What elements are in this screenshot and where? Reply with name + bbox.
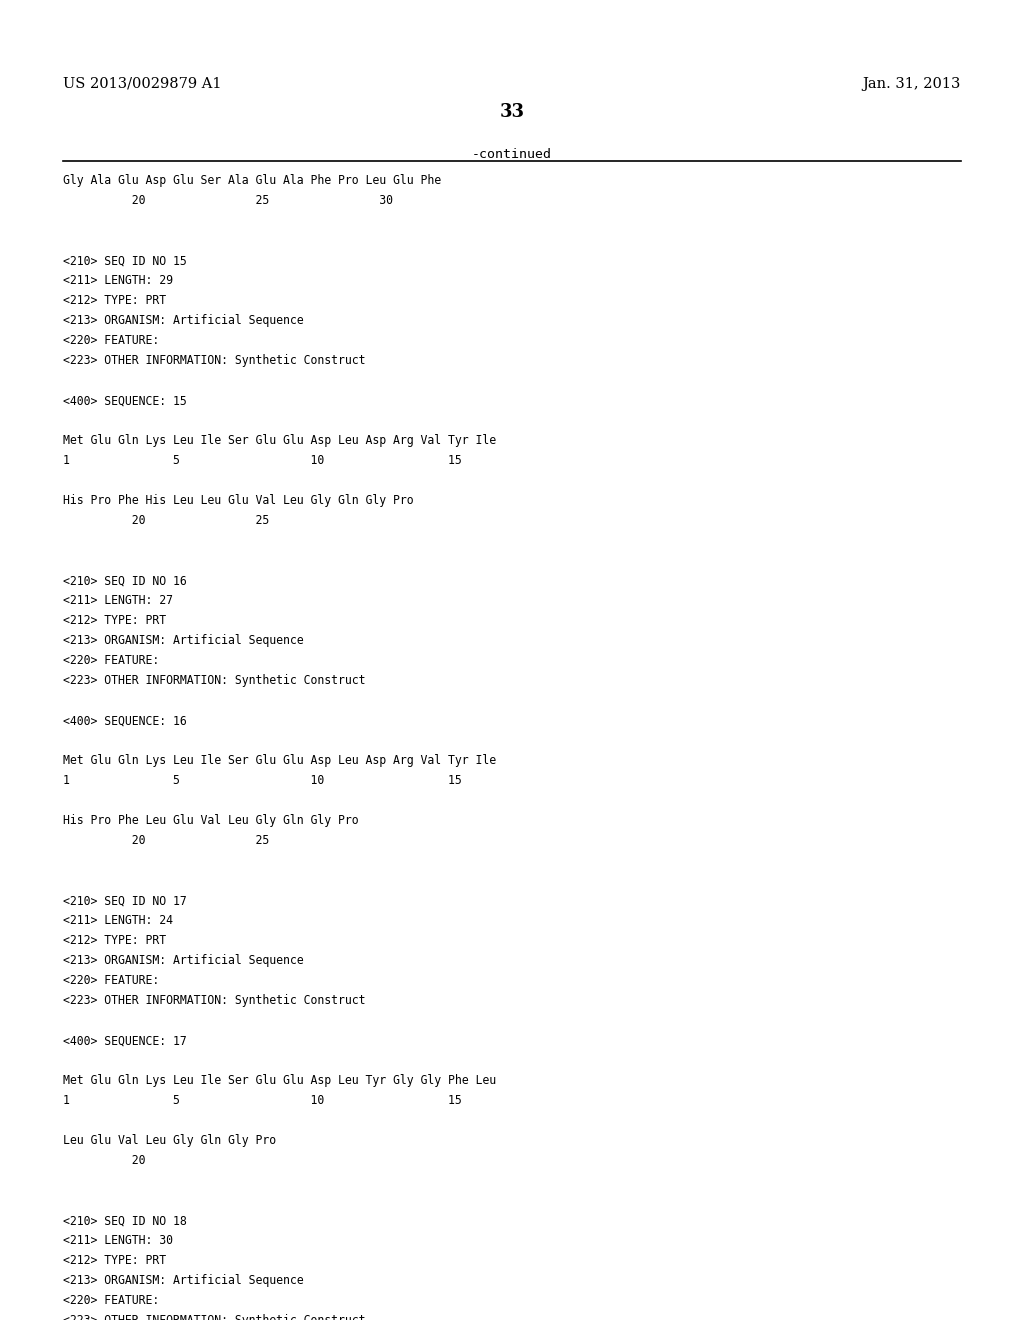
Text: 1               5                   10                  15: 1 5 10 15 [63,454,462,467]
Text: <213> ORGANISM: Artificial Sequence: <213> ORGANISM: Artificial Sequence [63,314,304,327]
Text: <212> TYPE: PRT: <212> TYPE: PRT [63,1254,167,1267]
Text: <212> TYPE: PRT: <212> TYPE: PRT [63,614,167,627]
Text: <210> SEQ ID NO 15: <210> SEQ ID NO 15 [63,255,187,267]
Text: <213> ORGANISM: Artificial Sequence: <213> ORGANISM: Artificial Sequence [63,1274,304,1287]
Text: 1               5                   10                  15: 1 5 10 15 [63,1094,462,1107]
Text: <211> LENGTH: 27: <211> LENGTH: 27 [63,594,173,607]
Text: His Pro Phe His Leu Leu Glu Val Leu Gly Gln Gly Pro: His Pro Phe His Leu Leu Glu Val Leu Gly … [63,494,414,507]
Text: <220> FEATURE:: <220> FEATURE: [63,655,160,667]
Text: <212> TYPE: PRT: <212> TYPE: PRT [63,935,167,948]
Text: <213> ORGANISM: Artificial Sequence: <213> ORGANISM: Artificial Sequence [63,634,304,647]
Text: Gly Ala Glu Asp Glu Ser Ala Glu Ala Phe Pro Leu Glu Phe: Gly Ala Glu Asp Glu Ser Ala Glu Ala Phe … [63,174,441,187]
Text: -continued: -continued [472,148,552,161]
Text: 20: 20 [63,1154,146,1167]
Text: <213> ORGANISM: Artificial Sequence: <213> ORGANISM: Artificial Sequence [63,954,304,968]
Text: <400> SEQUENCE: 17: <400> SEQUENCE: 17 [63,1034,187,1047]
Text: <211> LENGTH: 24: <211> LENGTH: 24 [63,915,173,927]
Text: Leu Glu Val Leu Gly Gln Gly Pro: Leu Glu Val Leu Gly Gln Gly Pro [63,1134,276,1147]
Text: 20                25: 20 25 [63,515,269,527]
Text: <223> OTHER INFORMATION: Synthetic Construct: <223> OTHER INFORMATION: Synthetic Const… [63,994,366,1007]
Text: <210> SEQ ID NO 16: <210> SEQ ID NO 16 [63,574,187,587]
Text: <220> FEATURE:: <220> FEATURE: [63,974,160,987]
Text: <220> FEATURE:: <220> FEATURE: [63,334,160,347]
Text: <400> SEQUENCE: 16: <400> SEQUENCE: 16 [63,714,187,727]
Text: 20                25                30: 20 25 30 [63,194,393,207]
Text: <220> FEATURE:: <220> FEATURE: [63,1294,160,1307]
Text: <210> SEQ ID NO 18: <210> SEQ ID NO 18 [63,1214,187,1228]
Text: Met Glu Gln Lys Leu Ile Ser Glu Glu Asp Leu Asp Arg Val Tyr Ile: Met Glu Gln Lys Leu Ile Ser Glu Glu Asp … [63,434,497,447]
Text: <210> SEQ ID NO 17: <210> SEQ ID NO 17 [63,894,187,907]
Text: US 2013/0029879 A1: US 2013/0029879 A1 [63,77,222,91]
Text: <211> LENGTH: 29: <211> LENGTH: 29 [63,275,173,288]
Text: Jan. 31, 2013: Jan. 31, 2013 [862,77,961,91]
Text: <223> OTHER INFORMATION: Synthetic Construct: <223> OTHER INFORMATION: Synthetic Const… [63,1315,366,1320]
Text: <211> LENGTH: 30: <211> LENGTH: 30 [63,1234,173,1247]
Text: <400> SEQUENCE: 15: <400> SEQUENCE: 15 [63,395,187,407]
Text: <212> TYPE: PRT: <212> TYPE: PRT [63,294,167,308]
Text: Met Glu Gln Lys Leu Ile Ser Glu Glu Asp Leu Asp Arg Val Tyr Ile: Met Glu Gln Lys Leu Ile Ser Glu Glu Asp … [63,754,497,767]
Text: His Pro Phe Leu Glu Val Leu Gly Gln Gly Pro: His Pro Phe Leu Glu Val Leu Gly Gln Gly … [63,814,359,828]
Text: <223> OTHER INFORMATION: Synthetic Construct: <223> OTHER INFORMATION: Synthetic Const… [63,354,366,367]
Text: <223> OTHER INFORMATION: Synthetic Construct: <223> OTHER INFORMATION: Synthetic Const… [63,675,366,688]
Text: Met Glu Gln Lys Leu Ile Ser Glu Glu Asp Leu Tyr Gly Gly Phe Leu: Met Glu Gln Lys Leu Ile Ser Glu Glu Asp … [63,1074,497,1088]
Text: 20                25: 20 25 [63,834,269,847]
Text: 1               5                   10                  15: 1 5 10 15 [63,774,462,787]
Text: 33: 33 [500,103,524,121]
